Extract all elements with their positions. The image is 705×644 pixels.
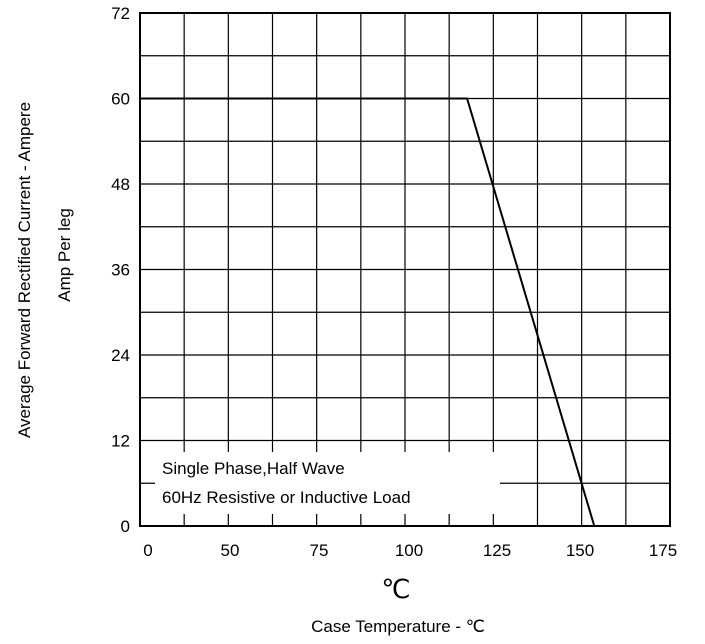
annotation-line-2: 60Hz Resistive or Inductive Load <box>162 488 411 507</box>
y-tick-labels: 0 12 24 36 48 60 72 <box>111 4 130 536</box>
y-axis-subtitle: Amp Per leg <box>55 208 74 302</box>
x-unit-label: ℃ <box>381 575 410 604</box>
plot-frame <box>139 12 671 527</box>
y-axis-title: Average Forward Rectified Current - Ampe… <box>15 102 34 438</box>
x-tick-label: 125 <box>483 541 511 560</box>
y-tick-label: 24 <box>111 346 130 365</box>
y-tick-label: 48 <box>111 175 130 194</box>
x-axis-title: Case Temperature - ℃ <box>311 617 485 636</box>
y-tick-label: 12 <box>111 432 130 451</box>
y-tick-label: 72 <box>111 4 130 23</box>
x-tick-label: 175 <box>649 541 677 560</box>
annotation-line-1: Single Phase,Half Wave <box>162 459 345 478</box>
x-tick-label: 75 <box>310 541 329 560</box>
x-tick-label: 100 <box>395 541 423 560</box>
x-tick-label: 150 <box>566 541 594 560</box>
series-group <box>140 97 596 527</box>
x-tick-label: 0 <box>143 541 152 560</box>
y-tick-label: 36 <box>111 261 130 280</box>
grid-lines <box>140 13 670 526</box>
x-tick-label: 50 <box>221 541 240 560</box>
y-tick-label: 0 <box>121 517 130 536</box>
y-tick-label: 60 <box>111 90 130 109</box>
annotation-background <box>155 452 500 514</box>
series-line <box>140 97 596 527</box>
x-tick-labels: 0 50 75 100 125 150 175 <box>143 541 677 560</box>
